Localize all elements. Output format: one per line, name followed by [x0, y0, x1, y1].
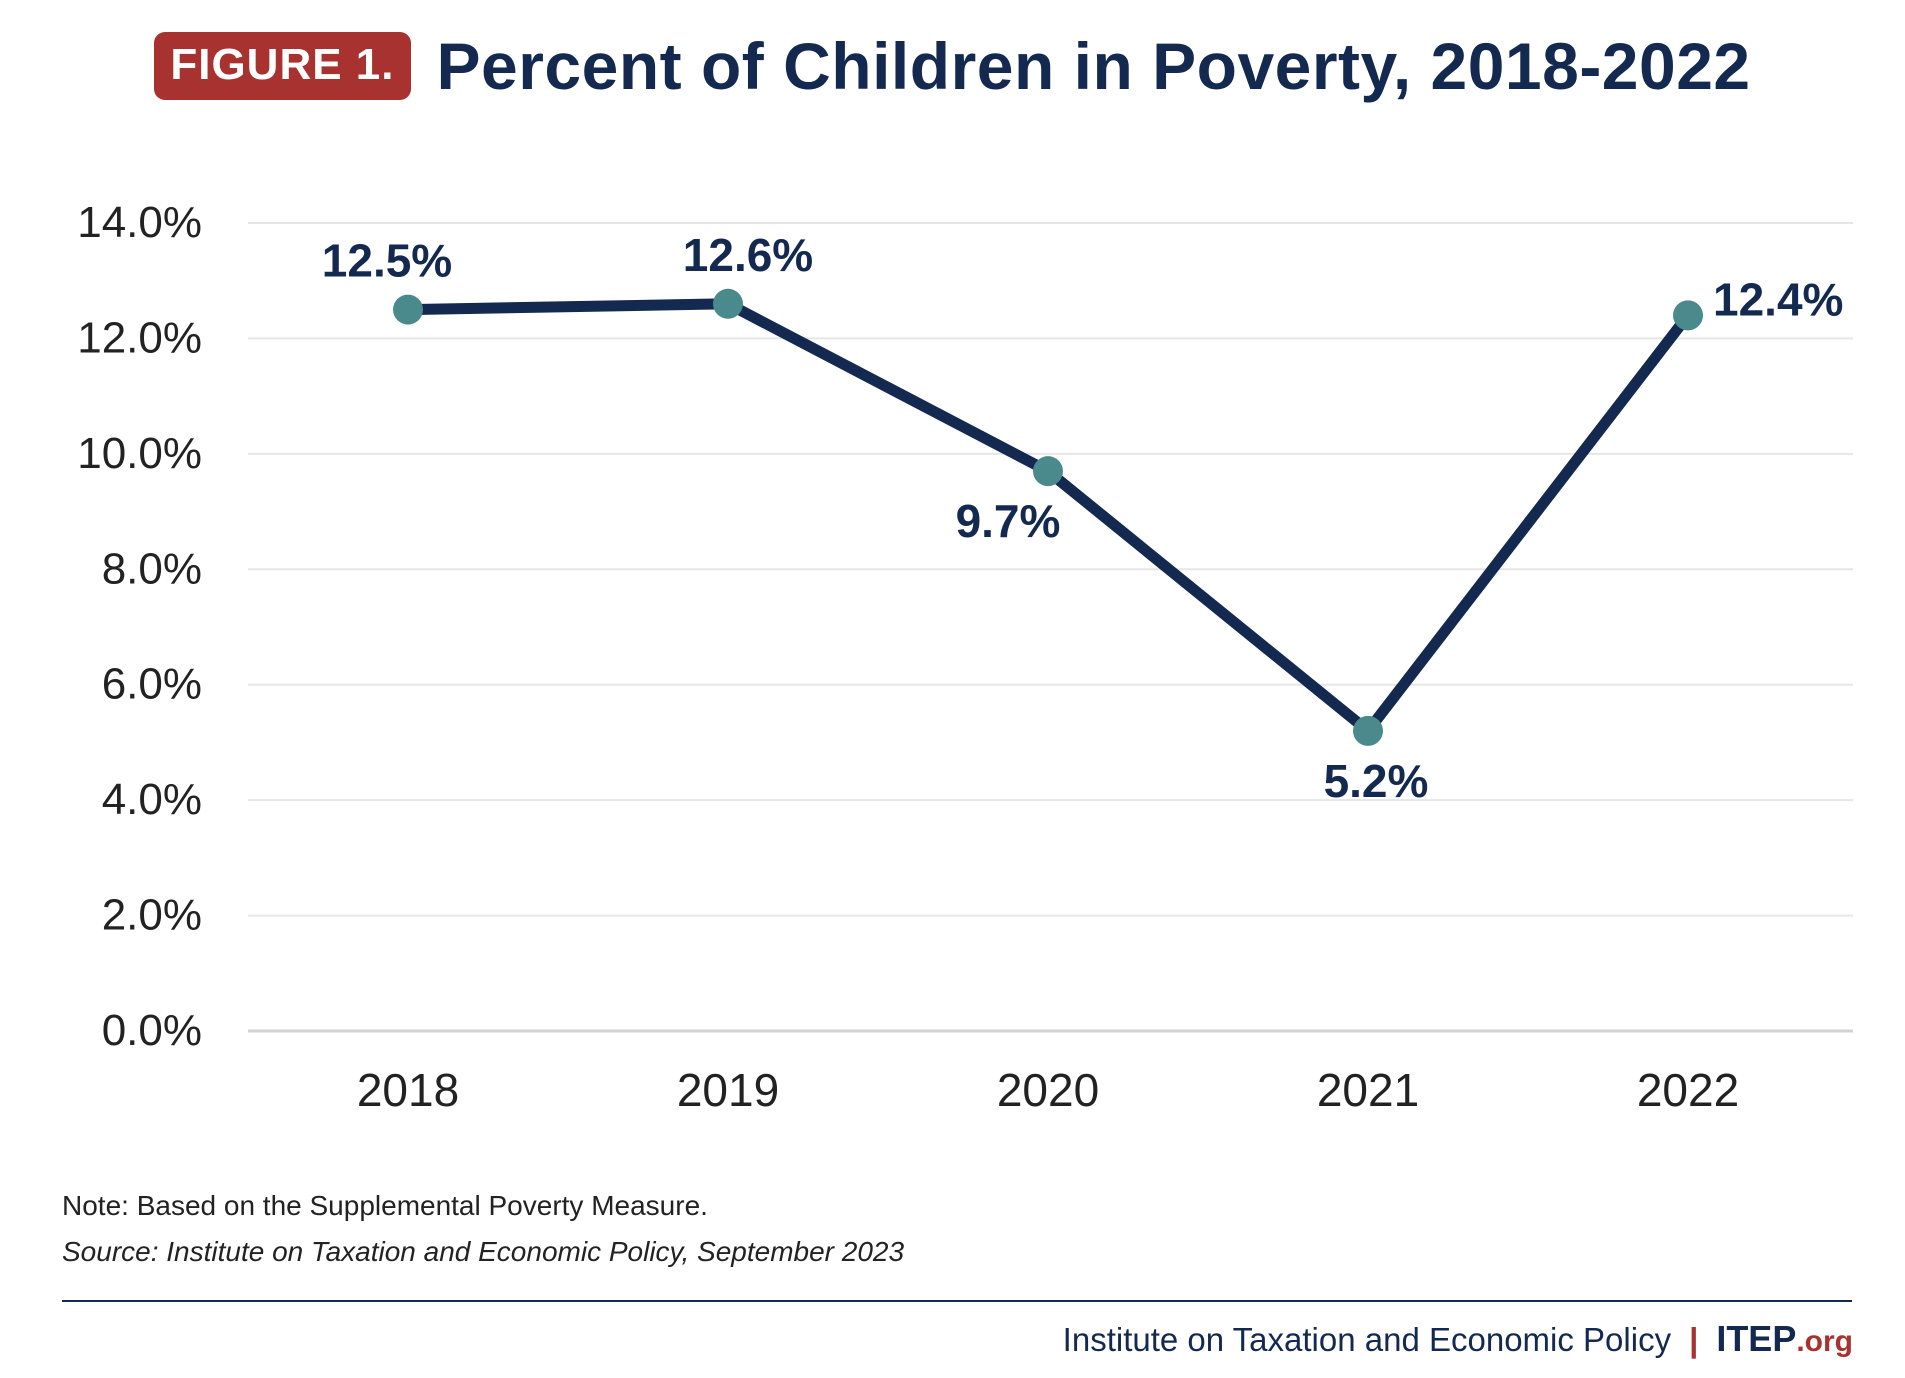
- footer-separator: |: [1689, 1321, 1699, 1358]
- chart-source: Source: Institute on Taxation and Econom…: [62, 1236, 905, 1267]
- y-tick-label: 12.0%: [77, 313, 202, 362]
- x-tick-label: 2019: [677, 1064, 779, 1116]
- y-tick-label: 2.0%: [102, 891, 202, 940]
- line-chart: 0.0% 2.0% 4.0% 6.0% 8.0% 10.0% 12.0% 14.0% 2018 2…: [77, 198, 1853, 1116]
- y-tick-label: 0.0%: [102, 1006, 202, 1055]
- y-tick-label: 10.0%: [77, 429, 202, 478]
- data-label: 12.6%: [683, 229, 813, 281]
- data-point: [1673, 300, 1703, 331]
- data-point: [1353, 715, 1383, 746]
- data-point: [713, 288, 743, 319]
- y-tick-label: 8.0%: [102, 544, 202, 593]
- logo-text: ITEP: [1716, 1318, 1797, 1359]
- x-tick-label: 2021: [1317, 1064, 1419, 1116]
- org-name: Institute on Taxation and Economic Polic…: [1062, 1321, 1672, 1358]
- data-point: [1033, 456, 1063, 487]
- y-tick-label: 4.0%: [102, 775, 202, 824]
- x-tick-label: 2022: [1637, 1064, 1739, 1116]
- y-tick-label: 6.0%: [102, 660, 202, 709]
- footer-divider: [62, 1300, 1852, 1302]
- chart-title: Percent of Children in Poverty, 2018-202…: [436, 29, 1751, 103]
- x-tick-label: 2018: [357, 1064, 459, 1116]
- y-tick-label: 14.0%: [77, 198, 202, 247]
- logo-suffix: .org: [1796, 1325, 1853, 1358]
- itep-logo: ITEP.org: [1716, 1318, 1853, 1360]
- chart-note: Note: Based on the Supplemental Poverty …: [62, 1190, 708, 1221]
- figure-badge: FIGURE 1.: [154, 32, 411, 100]
- data-label: 9.7%: [956, 495, 1061, 547]
- data-label: 5.2%: [1324, 755, 1429, 807]
- chart-header: FIGURE 1. Percent of Children in Poverty…: [0, 28, 1905, 104]
- data-label: 12.5%: [322, 235, 452, 287]
- footer-credit: Institute on Taxation and Economic Polic…: [1063, 1318, 1853, 1360]
- data-point: [393, 294, 423, 325]
- x-tick-label: 2020: [997, 1064, 1099, 1116]
- data-label: 12.4%: [1713, 273, 1843, 325]
